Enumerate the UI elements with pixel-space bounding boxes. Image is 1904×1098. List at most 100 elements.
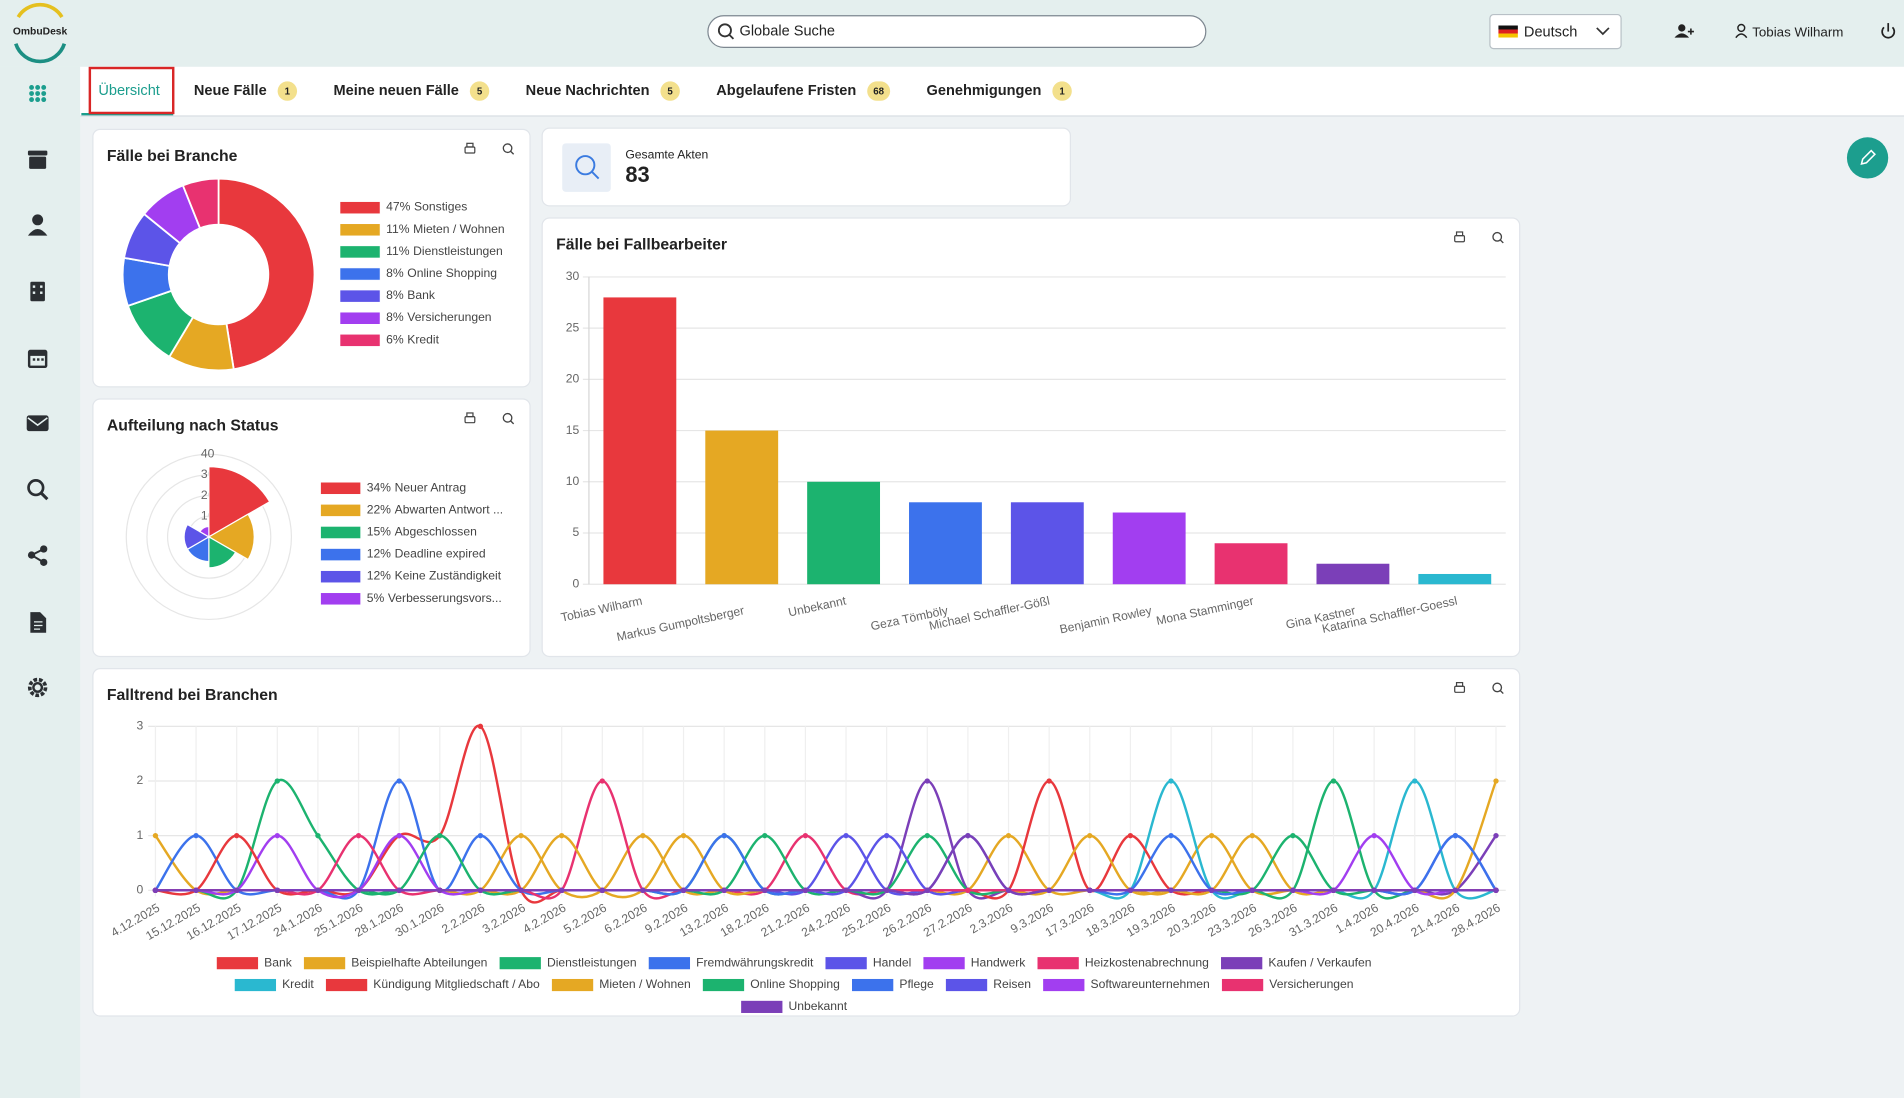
legend-item[interactable]: Beispielhafte Abteilungen: [303, 955, 488, 969]
tab[interactable]: Neue Fälle 1: [194, 81, 298, 101]
nav-calendar[interactable]: [27, 349, 48, 369]
line-point: [843, 887, 849, 893]
print-button[interactable]: [1454, 681, 1466, 693]
icon-part: [32, 358, 36, 361]
print-button[interactable]: [464, 412, 476, 424]
zoom-button[interactable]: [1492, 682, 1504, 695]
global-search[interactable]: Globale Suche: [707, 15, 1207, 48]
y-tick-label: 2: [137, 773, 144, 787]
legend-item[interactable]: Online Shopping: [702, 977, 840, 991]
tab[interactable]: Übersicht: [81, 66, 175, 116]
line-point: [1168, 778, 1174, 784]
icon-part: [40, 492, 49, 501]
logout[interactable]: [1881, 23, 1896, 39]
nav-messages[interactable]: [26, 415, 49, 432]
legend-label: 8% Bank: [386, 288, 436, 302]
nav-share[interactable]: [27, 545, 48, 567]
legend-item[interactable]: Handwerk: [923, 955, 1026, 969]
card: [541, 217, 1521, 658]
legend-item[interactable]: Reisen: [945, 977, 1031, 991]
legend-swatch: [1221, 978, 1264, 992]
nav-organisations[interactable]: [30, 281, 45, 302]
line-point: [1249, 832, 1255, 839]
legend-item[interactable]: Fremdwährungskredit: [648, 955, 814, 969]
tab[interactable]: Neue Nachrichten 5: [526, 81, 680, 101]
tab[interactable]: Meine neuen Fälle 5: [333, 81, 490, 101]
legend-item[interactable]: Kredit: [234, 977, 315, 991]
legend-item[interactable]: Handel: [825, 955, 911, 969]
summary-label: Gesamte Akten: [625, 148, 708, 162]
line-point: [152, 887, 159, 893]
icon-part: [1455, 231, 1464, 237]
nav-documents[interactable]: [30, 612, 47, 633]
nav-archive[interactable]: [27, 150, 48, 169]
radial-tick-label: 40: [201, 446, 215, 460]
legend-value: 5%: [367, 591, 385, 605]
search-icon: [717, 23, 732, 38]
icon-part: [1737, 23, 1746, 33]
line-point: [315, 887, 321, 893]
legend-swatch: [1221, 957, 1263, 970]
tab[interactable]: Genehmigungen 1: [927, 81, 1072, 101]
nav-persons[interactable]: [27, 214, 48, 236]
line-point: [1168, 887, 1174, 893]
legend-item[interactable]: Heizkostenabrechnung: [1037, 955, 1209, 970]
legend-item[interactable]: Pflege: [852, 977, 934, 991]
fab[interactable]: [1846, 137, 1889, 179]
legend-swatch: [320, 570, 361, 584]
language-select[interactable]: Deutsch: [1489, 13, 1622, 50]
icon-part: [34, 621, 43, 630]
line-point: [355, 832, 362, 839]
add-user[interactable]: [1674, 24, 1694, 38]
search-box[interactable]: [707, 15, 1207, 48]
line-point: [274, 832, 280, 839]
legend-name: Abgeschlossen: [395, 525, 477, 539]
legend-item[interactable]: Versicherungen: [1221, 977, 1354, 992]
nav-settings[interactable]: [27, 677, 48, 698]
user-menu[interactable]: Tobias Wilharm: [1735, 23, 1844, 39]
zoom-button[interactable]: [502, 143, 515, 155]
summary-icon: [591, 171, 600, 180]
legend-item[interactable]: Softwareunternehmen: [1043, 977, 1210, 991]
line-point: [1127, 832, 1134, 839]
legend-item[interactable]: Kündigung Mitgliedschaft / Abo: [325, 977, 540, 991]
tab[interactable]: Abgelaufene Fristen 68: [716, 81, 891, 101]
zoom-button[interactable]: [1492, 231, 1504, 244]
chart-title: Aufteilung nach Status: [107, 417, 279, 434]
print-button[interactable]: [464, 142, 476, 154]
legend-label: Online Shopping: [750, 977, 840, 991]
language-box[interactable]: [1489, 13, 1622, 50]
legend-item[interactable]: Bank: [216, 955, 293, 970]
legend-item[interactable]: Dienstleistungen: [499, 955, 637, 969]
legend-name: Abwarten Antwort ...: [395, 503, 504, 517]
print-button[interactable]: [1454, 231, 1466, 243]
zoom-button[interactable]: [502, 412, 515, 425]
icon-part: [41, 85, 47, 90]
nav-dashboard[interactable]: [29, 85, 47, 103]
line-point: [883, 832, 890, 839]
icon-part: [466, 142, 474, 148]
legend-name: Versicherungen: [407, 310, 491, 324]
legend-swatch: [1037, 957, 1079, 970]
legend-item[interactable]: Unbekannt: [741, 999, 848, 1013]
legend-item[interactable]: Mieten / Wohnen: [551, 977, 691, 992]
legend-value: 12%: [367, 547, 391, 561]
icon-part: [27, 150, 48, 156]
line-point: [234, 887, 240, 893]
user-name: Tobias Wilharm: [1752, 24, 1843, 39]
bar: [705, 430, 779, 585]
legend-swatch: [551, 978, 594, 992]
legend-label: 6% Kredit: [386, 333, 439, 347]
nav-search[interactable]: [27, 479, 49, 501]
icon-part: [30, 281, 45, 302]
logo-arc: [14, 43, 67, 64]
line-point: [315, 832, 321, 839]
edit-button[interactable]: [1846, 137, 1889, 179]
logo[interactable]: OmbuDesk: [13, 2, 68, 64]
legend-value: 12%: [367, 569, 391, 583]
legend-item[interactable]: Kaufen / Verkaufen: [1221, 955, 1372, 970]
legend-swatch: [216, 957, 259, 970]
legend-name: Bank: [407, 288, 436, 302]
icon-part: [41, 97, 47, 103]
